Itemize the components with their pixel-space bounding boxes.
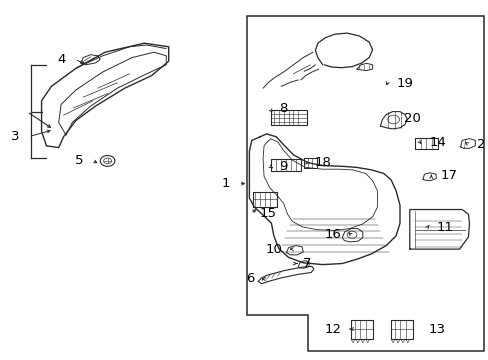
Text: 12: 12 xyxy=(324,323,341,336)
Text: 16: 16 xyxy=(324,228,341,240)
Text: 2: 2 xyxy=(476,138,484,150)
Text: 7: 7 xyxy=(303,257,311,270)
Text: 20: 20 xyxy=(403,112,420,125)
Text: 10: 10 xyxy=(265,243,282,256)
Text: 15: 15 xyxy=(259,207,276,220)
Text: 13: 13 xyxy=(427,323,445,336)
Text: 19: 19 xyxy=(395,77,412,90)
Text: 4: 4 xyxy=(58,53,66,66)
Text: 14: 14 xyxy=(428,136,446,149)
Text: 9: 9 xyxy=(278,160,286,173)
Text: 6: 6 xyxy=(245,273,254,285)
Text: 5: 5 xyxy=(75,154,83,167)
Text: 1: 1 xyxy=(221,177,229,190)
Text: 3: 3 xyxy=(11,130,20,143)
Text: 17: 17 xyxy=(439,169,456,182)
Text: 11: 11 xyxy=(435,221,452,234)
Text: 18: 18 xyxy=(314,156,331,169)
Text: 8: 8 xyxy=(278,102,286,115)
